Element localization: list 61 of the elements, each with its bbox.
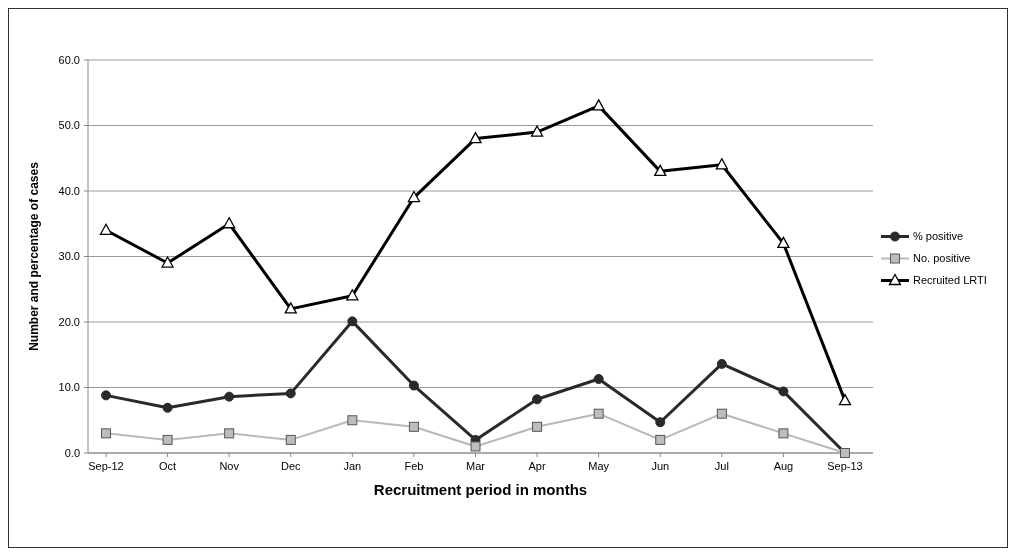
- point: [101, 428, 111, 439]
- point: [407, 190, 421, 203]
- point: [347, 415, 358, 426]
- point: [161, 256, 174, 268]
- x-axis-title: Recruitment period in months: [373, 481, 588, 498]
- point: [532, 394, 543, 405]
- point: [285, 434, 296, 445]
- point: [655, 417, 666, 428]
- y-tick-label: 10.0: [58, 381, 80, 394]
- point: [101, 390, 111, 401]
- x-tick-label: Aug: [773, 460, 794, 472]
- x-tick-label: Sep-13: [827, 460, 863, 472]
- x-tick-label: Oct: [159, 460, 177, 472]
- point: [778, 386, 789, 397]
- x-tick-label: Jan: [343, 460, 362, 472]
- x-tick-label: Jun: [651, 460, 670, 472]
- point: [777, 236, 790, 249]
- point: [346, 289, 359, 301]
- y-tick-label: 30.0: [58, 250, 80, 263]
- point: [715, 158, 728, 170]
- point: [654, 164, 667, 176]
- point: [593, 408, 604, 419]
- point: [162, 434, 173, 445]
- point: [593, 373, 604, 384]
- point: [408, 380, 419, 391]
- point: [470, 441, 481, 452]
- point: [224, 391, 235, 402]
- point: [469, 131, 482, 144]
- point: [838, 393, 852, 406]
- point: [716, 408, 727, 419]
- point: [716, 358, 727, 369]
- point: [532, 421, 543, 432]
- point: [224, 428, 235, 439]
- x-tick-label: Sep-12: [88, 460, 124, 472]
- y-tick-label: 50.0: [58, 119, 80, 132]
- legend-label: % positive: [913, 230, 964, 243]
- point: [285, 388, 296, 399]
- point: [99, 223, 113, 235]
- point: [408, 421, 419, 432]
- x-tick-label: Nov: [219, 460, 240, 472]
- point: [592, 99, 605, 111]
- x-tick-label: May: [588, 460, 610, 472]
- point: [655, 434, 666, 445]
- x-tick-label: Dec: [280, 460, 302, 472]
- y-tick-label: 40.0: [58, 184, 80, 197]
- y-tick-label: 60.0: [58, 53, 80, 66]
- point: [778, 428, 789, 439]
- point: [347, 316, 358, 327]
- point: [284, 302, 297, 314]
- x-tick-label: Apr: [528, 460, 546, 472]
- y-tick-label: 20.0: [58, 315, 80, 328]
- point: [162, 402, 173, 413]
- point: [530, 125, 544, 137]
- point: [223, 217, 236, 229]
- legend-label: Recruited LRTI: [913, 274, 987, 287]
- y-tick-label: 0.0: [64, 446, 80, 459]
- y-axis-title: Number and percentage of cases: [27, 161, 41, 351]
- legend-label: No. positive: [913, 252, 971, 265]
- x-tick-label: Feb: [404, 460, 424, 472]
- x-tick-label: Mar: [466, 460, 486, 472]
- x-tick-label: Jul: [714, 460, 729, 472]
